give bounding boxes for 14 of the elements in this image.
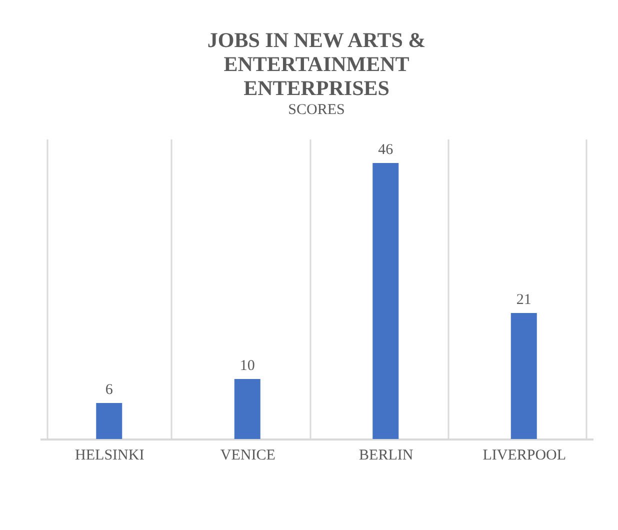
bar [234, 379, 260, 439]
chart-subtitle: SCORES [288, 102, 345, 118]
bar [372, 163, 399, 439]
x-tick-label: VENICE [220, 448, 276, 464]
x-tick-label: LIVERPOOL [482, 448, 566, 464]
x-tick-label: BERLIN [359, 448, 414, 464]
data-label: 10 [240, 358, 255, 374]
chart-title: JOBS IN NEW ARTS & ENTERTAINMENT ENTERPRISES [207, 28, 426, 100]
data-label: 21 [516, 292, 532, 308]
bar [96, 403, 122, 439]
x-tick-label: HELSINKI [75, 448, 144, 464]
data-label: 46 [378, 142, 394, 158]
bar [510, 313, 537, 439]
data-label: 6 [105, 382, 114, 398]
